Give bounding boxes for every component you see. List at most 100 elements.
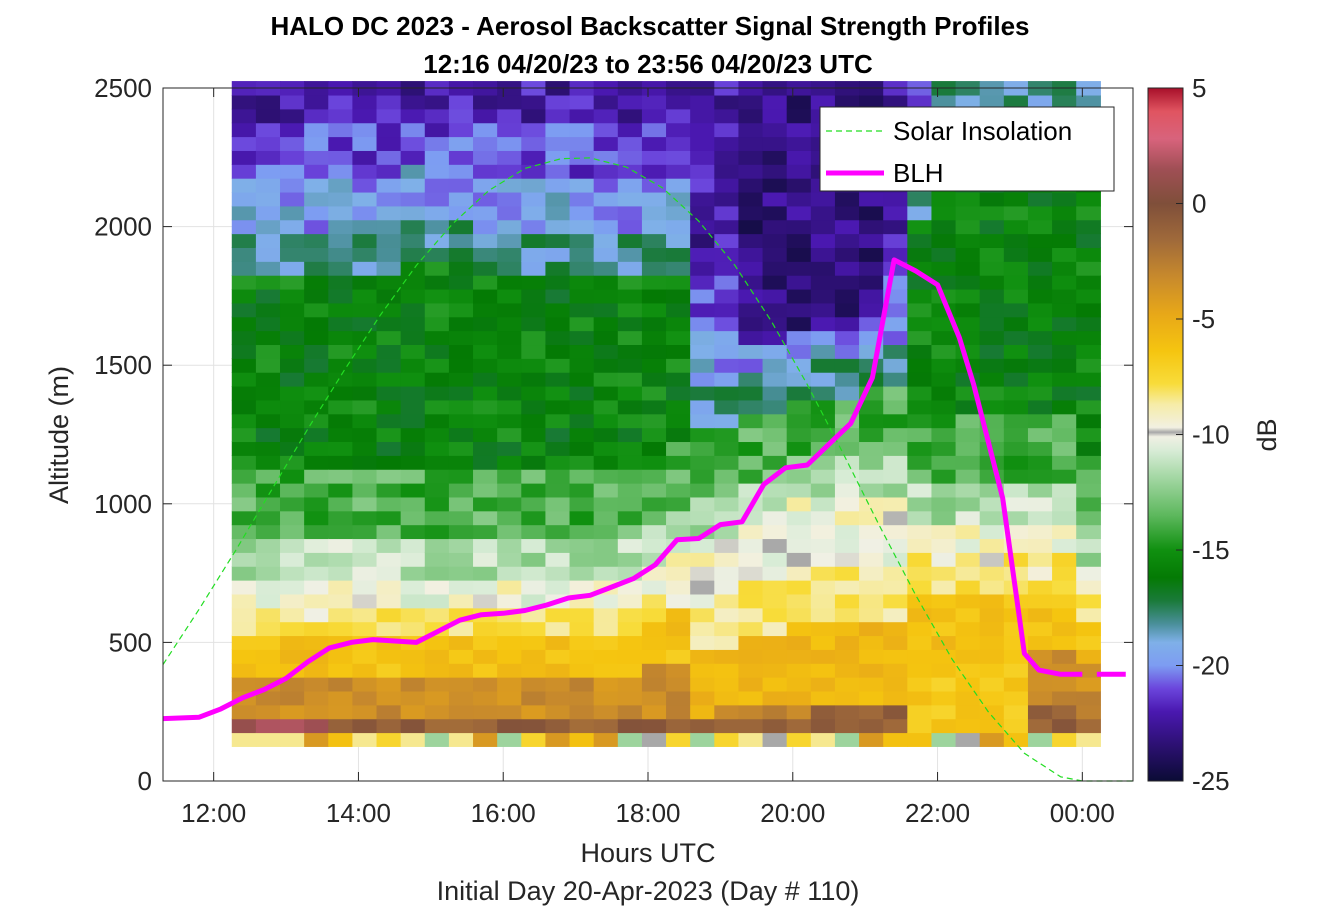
heatmap-cell [1027, 330, 1053, 346]
heatmap-cell [400, 649, 426, 664]
heatmap-cell [786, 663, 812, 678]
heatmap-cell [1076, 275, 1101, 290]
heatmap-cell [641, 191, 667, 207]
heatmap-cell [545, 358, 571, 373]
heatmap-cell [400, 233, 426, 248]
heatmap-cell [931, 483, 957, 498]
heatmap-cell [521, 552, 547, 567]
heatmap-cell [762, 455, 788, 470]
heatmap-cell [617, 164, 643, 179]
heatmap-cell [810, 205, 836, 221]
heatmap-cell [352, 385, 378, 401]
heatmap-cell [641, 399, 667, 415]
heatmap-cell [1076, 94, 1101, 110]
heatmap-cell [859, 302, 884, 318]
heatmap-cell [762, 538, 788, 553]
heatmap-cell [810, 580, 836, 595]
heatmap-cell [231, 524, 257, 540]
heatmap-cell [955, 302, 981, 318]
heatmap-cell [810, 427, 836, 443]
heatmap-cell [1052, 607, 1077, 623]
heatmap-cell [810, 649, 836, 664]
heatmap-cell [810, 94, 836, 110]
heatmap-cell [304, 233, 329, 248]
heatmap-cell [1076, 732, 1101, 747]
heatmap-cell [424, 219, 450, 235]
heatmap-cell [883, 455, 908, 470]
heatmap-cell [545, 413, 571, 429]
heatmap-cell [497, 552, 522, 567]
heatmap-cell [955, 663, 981, 678]
heatmap-cell [1052, 538, 1077, 553]
heatmap-cell [786, 566, 812, 581]
heatmap-cell [786, 385, 812, 401]
heatmap-cell [280, 233, 305, 248]
heatmap-cell [400, 178, 426, 193]
heatmap-cell [593, 316, 619, 332]
heatmap-cell [714, 552, 740, 567]
heatmap-cell [883, 621, 908, 637]
heatmap-cell [593, 385, 619, 401]
heatmap-cell [280, 704, 305, 720]
heatmap-cell [521, 94, 547, 110]
heatmap-cell [641, 330, 667, 346]
heatmap-cell [786, 122, 812, 138]
heatmap-cell [473, 704, 498, 720]
heatmap-cell [497, 704, 522, 720]
heatmap-cell [883, 469, 908, 484]
heatmap-cell [473, 677, 498, 692]
heatmap-cell [666, 150, 691, 165]
heatmap-cell [834, 302, 860, 318]
heatmap-cell [593, 649, 619, 664]
heatmap-cell [545, 704, 571, 720]
heatmap-cell [545, 122, 571, 138]
heatmap-cell [931, 385, 957, 401]
heatmap-cell [834, 316, 860, 332]
heatmap-cell [497, 122, 522, 138]
heatmap-cell [497, 732, 522, 747]
heatmap-cell [376, 358, 402, 373]
heatmap-cell [666, 275, 691, 290]
heatmap-cell [907, 316, 933, 332]
heatmap-cell [497, 496, 522, 512]
heatmap-cell [979, 677, 1005, 692]
heatmap-cell [593, 233, 619, 248]
heatmap-cell [690, 677, 715, 692]
heatmap-cell [810, 275, 836, 290]
heatmap-cell [690, 427, 715, 443]
heatmap-cell [473, 261, 498, 276]
legend-label-blh: BLH [893, 158, 944, 188]
heatmap-cell [955, 621, 981, 637]
heatmap-cell [738, 191, 764, 207]
heatmap-cell [352, 496, 378, 512]
x-tick-label: 00:00 [1050, 798, 1115, 828]
heatmap-cell [424, 413, 450, 429]
heatmap-cell [497, 649, 522, 664]
heatmap-cell [448, 288, 474, 304]
heatmap-cell [424, 469, 450, 484]
heatmap-cell [448, 427, 474, 443]
heatmap-cell [979, 580, 1005, 595]
heatmap-cell [762, 593, 788, 609]
heatmap-cell [328, 538, 354, 553]
heatmap-cell [690, 621, 715, 637]
heatmap-cell [641, 690, 667, 706]
heatmap-cell [907, 538, 933, 553]
heatmap-cell [738, 469, 764, 484]
heatmap-cell [955, 607, 981, 623]
heatmap-cell [400, 399, 426, 415]
heatmap-cell [883, 607, 908, 623]
heatmap-cell [328, 566, 354, 581]
heatmap-cell [979, 288, 1005, 304]
heatmap-cell [352, 677, 378, 692]
heatmap-cell [617, 663, 643, 678]
heatmap-cell [255, 247, 281, 262]
heatmap-cell [328, 427, 354, 443]
heatmap-cell [328, 496, 354, 512]
heatmap-cell [834, 732, 860, 747]
heatmap-cell [883, 663, 908, 678]
heatmap-cell [400, 191, 426, 207]
heatmap-cell [1003, 399, 1029, 415]
heatmap-cell [400, 441, 426, 456]
heatmap-cell [834, 621, 860, 637]
